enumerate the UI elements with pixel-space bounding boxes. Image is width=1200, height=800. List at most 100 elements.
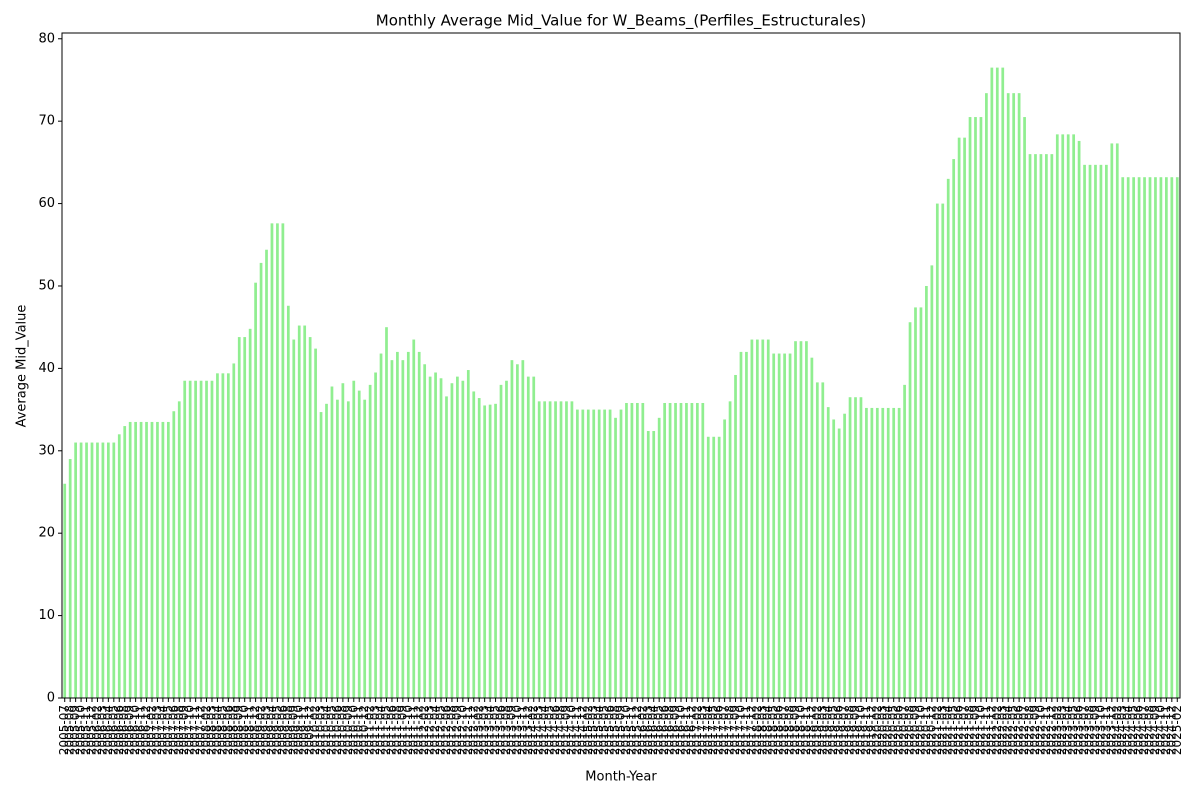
x-tick-label: 2011-08: [390, 705, 404, 755]
x-tick-label: 2012-11: [461, 705, 475, 755]
bar: [706, 436, 710, 698]
bar: [1105, 164, 1108, 699]
bar: [843, 413, 846, 698]
bar: [166, 421, 170, 698]
x-tick-label: 2019-08: [843, 705, 857, 755]
x-tick-label: 2007-09: [177, 705, 191, 755]
x-tick-label: 2012-04: [428, 705, 442, 755]
x-tick-label: 2011-04: [374, 705, 388, 755]
bar: [385, 327, 388, 698]
x-tick-label: 2008-05: [215, 705, 229, 755]
bar: [303, 325, 307, 698]
bar: [925, 285, 928, 698]
x-tick-label: 2021-08: [963, 705, 977, 755]
x-tick-label: 2022-11: [1039, 705, 1053, 755]
x-tick-label: 2008-04: [210, 705, 224, 755]
bar: [145, 421, 148, 698]
x-tick-label: 2016-12: [684, 705, 698, 755]
bar: [679, 402, 683, 698]
x-tick-label: 2018-06: [772, 705, 786, 755]
bar: [750, 339, 754, 698]
bar: [439, 378, 443, 698]
y-tick-label: 60: [38, 196, 55, 211]
bar: [63, 483, 67, 698]
bar: [963, 137, 966, 699]
x-tick-label: 2021-02: [930, 705, 944, 755]
bar: [526, 376, 530, 698]
x-tick-label: 2007-08: [172, 705, 186, 755]
bar: [1050, 154, 1054, 698]
x-tick-label: 2014-10: [564, 705, 578, 755]
bar: [456, 376, 459, 698]
x-tick-label: 2012-09: [450, 705, 464, 755]
bar: [472, 391, 476, 698]
x-tick-label: 2022-08: [1023, 705, 1037, 755]
bar: [1077, 140, 1081, 698]
y-tick-label: 80: [38, 31, 55, 46]
x-tick-label: 2021-05: [946, 705, 960, 755]
x-tick-label: 2023-09: [1088, 705, 1102, 755]
bar: [1028, 154, 1032, 698]
x-tick-label: 2015-11: [624, 705, 638, 755]
bar: [712, 436, 716, 698]
x-tick-label: 2024-07: [1137, 705, 1151, 755]
bar: [805, 341, 808, 698]
bar: [521, 360, 525, 698]
bar: [685, 402, 688, 698]
x-tick-label: 2008-02: [199, 705, 213, 755]
x-tick-label: 2013-09: [504, 705, 518, 755]
x-tick-label: 2012-03: [423, 705, 437, 755]
bar: [330, 386, 334, 698]
bar: [199, 380, 203, 698]
bar: [979, 117, 983, 698]
bar: [434, 372, 437, 698]
bar: [674, 402, 677, 698]
bar: [68, 459, 72, 698]
bar: [537, 401, 541, 698]
x-tick-label: 2005-09: [68, 705, 82, 755]
bar: [554, 401, 557, 698]
bar: [128, 421, 132, 698]
bar: [1039, 154, 1043, 698]
bar: [74, 442, 77, 698]
x-tick-label: 2023-12: [1104, 705, 1118, 755]
x-tick-label: 2010-04: [319, 705, 333, 755]
bar: [1126, 177, 1130, 699]
x-tick-label: 2017-05: [706, 705, 720, 755]
x-tick-label: 2015-10: [619, 705, 633, 755]
x-tick-label: 2006-05: [106, 705, 120, 755]
x-tick-label: 2006-04: [101, 705, 115, 755]
x-tick-label: 2019-12: [864, 705, 878, 755]
x-tick-label: 2016-05: [652, 705, 666, 755]
bar: [1132, 177, 1136, 699]
x-tick-label: 2010-03: [314, 705, 328, 755]
x-tick-label: 2008-03: [204, 705, 218, 755]
x-tick-label: 2018-08: [783, 705, 797, 755]
bar: [1034, 154, 1037, 698]
x-tick-label: 2019-10: [853, 705, 867, 755]
x-tick-label: 2022-05: [1006, 705, 1020, 755]
x-tick-label: 2018-10: [793, 705, 807, 755]
x-tick-label: 2007-04: [155, 705, 169, 755]
bar: [739, 351, 743, 698]
bar: [270, 223, 274, 699]
bar: [401, 360, 405, 698]
bar: [968, 117, 972, 698]
x-tick-label: 2009-02: [254, 705, 268, 755]
bar: [995, 67, 999, 698]
x-tick-label: 2019-04: [821, 705, 835, 755]
bar: [172, 411, 176, 698]
x-tick-label: 2022-09: [1028, 705, 1042, 755]
bar: [766, 339, 770, 698]
bar: [881, 407, 885, 698]
bar: [1012, 93, 1016, 698]
y-tick-label: 50: [38, 278, 55, 293]
bar: [548, 401, 552, 698]
bar: [516, 364, 519, 698]
x-tick-label: 2020-10: [913, 705, 927, 755]
x-tick-label: 2007-10: [183, 705, 197, 755]
bar: [565, 401, 568, 698]
x-tick-label: 2024-11: [1159, 705, 1173, 755]
x-tick-label: 2005-10: [74, 705, 88, 755]
bar: [586, 409, 590, 698]
